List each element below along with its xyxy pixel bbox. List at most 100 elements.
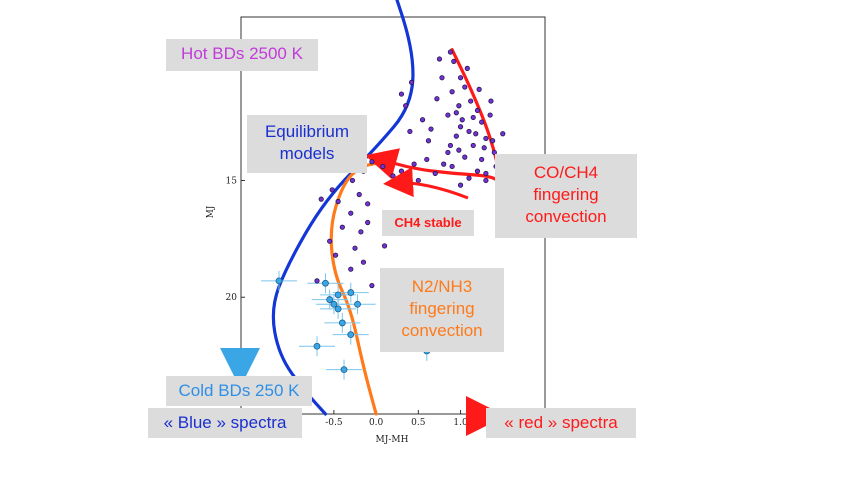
data-point-purple [449,163,455,170]
data-point-purple [470,114,476,121]
data-point-purple [411,161,417,167]
ch4-stable-arrow [383,167,469,200]
data-point-purple [358,229,364,235]
data-point-purple [356,191,362,198]
data-point-purple [457,124,464,130]
data-point-blue [275,277,283,285]
n2nh3-label: N2/NH3 fingering convection [380,268,504,352]
equilibrium-models-label: Equilibrium models [247,115,367,173]
data-point-purple [453,133,459,139]
data-point-purple [335,198,341,205]
data-point-purple [432,170,438,177]
x-tick-label: 0.5 [411,418,426,428]
data-point-purple [464,65,470,71]
data-point-purple [445,149,451,156]
n2nh3-line-3: convection [401,321,483,340]
data-point-blue [334,291,342,299]
cold-bds-text: Cold BDs 250 K [178,381,300,400]
data-point-blue [313,342,321,350]
data-point-purple [474,107,481,114]
data-point-purple [447,49,454,55]
data-point-purple [483,177,489,184]
n2nh3-line-2: fingering [409,299,475,318]
data-point-purple [488,98,494,104]
hot-bds-text: Hot BDs 2500 K [181,44,303,63]
data-point-purple [408,79,415,85]
data-point-purple [424,156,430,163]
blue-spectra-label: « Blue » spectra [148,408,302,438]
curve-1 [271,0,415,416]
data-point-purple [449,89,455,95]
data-point-purple [398,91,405,97]
data-point-purple [314,278,320,284]
red-spectra-label: « red » spectra [486,408,636,438]
data-point-purple [466,175,472,181]
data-point-purple [456,147,462,153]
equilibrium-line-2: models [279,144,335,163]
data-point-purple [441,161,447,167]
data-point-purple [348,266,354,272]
data-point-blue [354,300,361,308]
data-point-purple [473,131,479,137]
data-point-purple [369,159,375,165]
ch4-stable-text: CH4 stable [394,215,462,230]
data-point-purple [318,196,324,202]
data-point-purple [456,103,462,109]
data-point-purple [483,170,489,177]
data-point-purple [466,128,472,135]
coch4-line-1: CO/CH4 [533,163,599,182]
data-point-purple [348,210,354,216]
data-point-purple [453,110,459,116]
data-point-purple [447,142,454,149]
data-point-blue [347,331,355,339]
red-spectra-text: « red » spectra [504,413,618,432]
data-point-purple [327,238,333,244]
data-point-purple [500,131,506,137]
equilibrium-line-1: Equilibrium [264,122,350,141]
data-point-purple [403,103,409,109]
data-point-purple [349,177,356,184]
x-tick-label: -0.5 [325,418,343,428]
y-tick-label: 20 [226,293,238,303]
data-point-purple [457,75,464,81]
data-point-purple [490,138,496,144]
data-point-purple [476,86,482,92]
y-axis-label: MJ [206,205,216,218]
data-point-purple [381,243,388,249]
data-point-blue [347,289,355,296]
data-point-purple [487,112,493,118]
data-point-purple [474,168,481,174]
data-point-blue [334,305,342,313]
data-point-purple [332,252,339,258]
data-point-purple [329,187,335,193]
data-point-blue [330,300,338,308]
data-point-purple [445,112,451,118]
data-point-purple [457,182,464,188]
data-point-purple [481,145,487,151]
data-point-purple [462,154,468,160]
data-point-purple [365,201,371,207]
blue-spectra-text: « Blue » spectra [163,413,287,432]
y-tick-label: 15 [226,176,238,186]
data-point-purple [468,98,474,104]
x-tick-label: 1.0 [453,418,468,428]
data-point-purple [459,117,465,123]
data-point-purple [390,173,396,179]
x-tick-label: 0.0 [369,418,384,428]
hot-bds-label: Hot BDs 2500 K [166,39,318,71]
data-point-purple [462,84,468,90]
data-point-purple [439,75,445,81]
data-point-purple [360,259,367,265]
data-point-blue [340,366,348,374]
data-point-blue [322,279,329,287]
data-point-purple [398,168,405,174]
curve-2 [329,160,387,416]
data-point-purple [419,117,426,123]
data-point-purple [352,245,358,251]
data-point-purple [491,149,497,156]
data-point-purple [479,156,485,163]
data-point-purple [425,138,432,144]
n2nh3-line-1: N2/NH3 [411,277,473,296]
